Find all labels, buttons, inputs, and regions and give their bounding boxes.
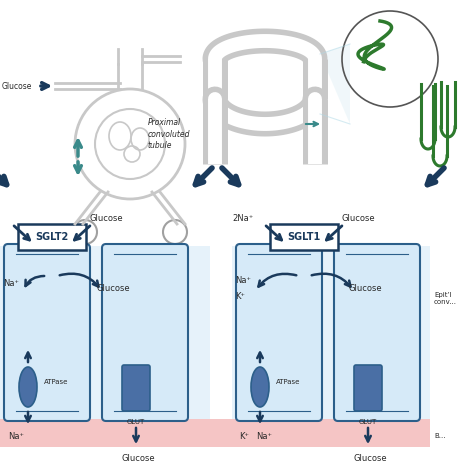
Text: Proximal
convoluted
tubule: Proximal convoluted tubule	[148, 118, 191, 150]
Text: Na⁺: Na⁺	[3, 279, 19, 288]
Text: Glucose: Glucose	[354, 454, 388, 463]
FancyBboxPatch shape	[354, 365, 382, 411]
FancyBboxPatch shape	[270, 224, 338, 250]
Text: B...: B...	[434, 433, 446, 439]
Text: Glucose: Glucose	[122, 454, 155, 463]
Text: Glucose: Glucose	[349, 284, 383, 293]
FancyBboxPatch shape	[236, 244, 322, 421]
Text: GLUT: GLUT	[359, 419, 377, 425]
Text: Glucose: Glucose	[342, 214, 375, 223]
Text: Glucose: Glucose	[2, 82, 32, 91]
Polygon shape	[320, 44, 350, 124]
FancyBboxPatch shape	[4, 244, 90, 421]
Text: SGLT1: SGLT1	[287, 232, 320, 242]
Ellipse shape	[251, 367, 269, 407]
Text: ATPase: ATPase	[44, 379, 68, 385]
Text: K⁺: K⁺	[235, 292, 245, 301]
FancyBboxPatch shape	[334, 244, 420, 421]
Text: K⁺: K⁺	[239, 432, 249, 441]
Text: GLUT: GLUT	[127, 419, 145, 425]
FancyBboxPatch shape	[122, 365, 150, 411]
Text: Glucose: Glucose	[90, 214, 124, 223]
Bar	[0, 419, 430, 447]
Bar	[0, 246, 210, 419]
Text: Glucose: Glucose	[97, 284, 131, 293]
Text: 2Na⁺: 2Na⁺	[232, 214, 253, 223]
Text: ATPase: ATPase	[276, 379, 301, 385]
Ellipse shape	[19, 367, 37, 407]
Text: Na⁺: Na⁺	[235, 276, 251, 285]
FancyBboxPatch shape	[102, 244, 188, 421]
Text: Na⁺: Na⁺	[256, 432, 272, 441]
Text: Epit’l
conv...: Epit’l conv...	[434, 292, 457, 306]
Text: Na⁺: Na⁺	[8, 432, 24, 441]
Bar	[232, 246, 430, 419]
FancyBboxPatch shape	[18, 224, 86, 250]
Text: SGLT2: SGLT2	[36, 232, 69, 242]
